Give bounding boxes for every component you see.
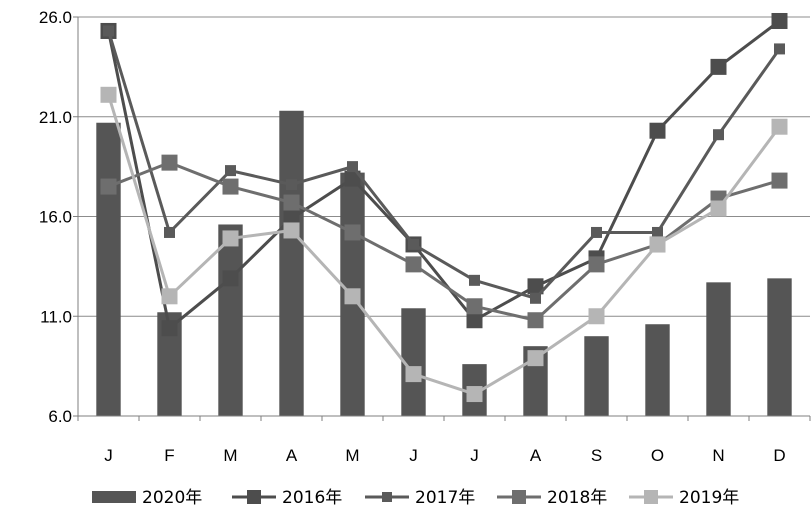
legend-swatch	[92, 491, 136, 503]
x-tick-label: N	[712, 446, 724, 465]
x-tick-label: M	[223, 446, 237, 465]
series-line	[107, 94, 781, 396]
data-point	[530, 292, 541, 304]
data-point	[771, 118, 788, 135]
data-point	[591, 226, 602, 238]
data-point	[649, 122, 666, 139]
data-point	[774, 43, 785, 55]
x-tick-label: M	[345, 446, 359, 465]
data-point	[771, 172, 788, 189]
x-tick-label: S	[591, 446, 602, 465]
line-layer	[100, 12, 788, 403]
data-point	[527, 278, 544, 295]
y-tick-label: 21.0	[39, 108, 72, 127]
data-point	[161, 320, 178, 337]
y-tick-label: 11.0	[40, 307, 72, 326]
data-point	[100, 86, 117, 103]
x-tick-label: J	[470, 446, 479, 465]
bar	[218, 224, 243, 416]
series-line	[107, 19, 781, 331]
legend-marker	[382, 492, 392, 502]
legend-marker	[512, 490, 526, 504]
x-tick-label: A	[286, 446, 298, 465]
data-point	[652, 226, 663, 238]
legend-label: 2017年	[415, 488, 475, 508]
data-point	[527, 350, 544, 367]
data-point	[344, 224, 361, 241]
axis-layer: 6.0 11.0 16.0 21.0 26.0 J F M A M J J A S O N D	[39, 8, 811, 465]
data-point	[161, 154, 178, 171]
data-point	[283, 222, 300, 239]
data-point	[103, 25, 114, 37]
data-point	[527, 312, 544, 329]
data-point	[771, 12, 788, 29]
y-tick-label: 6.0	[48, 407, 72, 426]
bar	[279, 110, 304, 416]
data-point	[286, 179, 297, 191]
data-point	[408, 238, 419, 250]
grid-layer	[78, 16, 810, 317]
x-tick-label: F	[164, 446, 174, 465]
data-point	[164, 226, 175, 238]
data-point	[713, 129, 724, 141]
data-point	[222, 230, 239, 247]
data-point	[347, 161, 358, 173]
data-point	[161, 288, 178, 305]
legend-marker	[644, 490, 658, 504]
data-point	[649, 236, 666, 253]
data-point	[588, 308, 605, 325]
data-point	[466, 298, 483, 315]
x-tick-label: J	[409, 446, 418, 465]
data-point	[344, 288, 361, 305]
data-point	[710, 200, 727, 217]
bar	[706, 282, 731, 416]
data-point	[225, 165, 236, 177]
bar	[645, 324, 670, 416]
legend-label: 2019年	[679, 488, 739, 508]
data-point	[469, 274, 480, 286]
y-tick-label: 16.0	[39, 208, 72, 227]
data-point	[466, 386, 483, 403]
data-point	[405, 366, 422, 383]
data-point	[344, 170, 361, 187]
bar	[767, 278, 792, 416]
x-tick-label: J	[104, 446, 113, 465]
data-point	[588, 256, 605, 273]
bar	[584, 336, 609, 416]
x-tick-label: A	[530, 446, 542, 465]
bar	[96, 122, 121, 417]
legend-layer: 2020年 2016年 2017年 2018年 2019年	[92, 488, 739, 508]
x-tick-label: O	[651, 446, 664, 465]
data-point	[222, 178, 239, 195]
legend-label: 2020年	[142, 488, 202, 508]
x-tick-label: D	[773, 446, 785, 465]
legend-label: 2018年	[547, 488, 607, 508]
data-point	[710, 58, 727, 75]
legend-marker	[247, 490, 261, 504]
y-tick-label: 26.0	[39, 8, 72, 27]
data-point	[405, 256, 422, 273]
data-point	[222, 270, 239, 287]
data-point	[466, 312, 483, 329]
data-point	[100, 178, 117, 195]
series-line	[107, 30, 781, 300]
data-point	[283, 194, 300, 211]
legend-label: 2016年	[282, 488, 342, 508]
